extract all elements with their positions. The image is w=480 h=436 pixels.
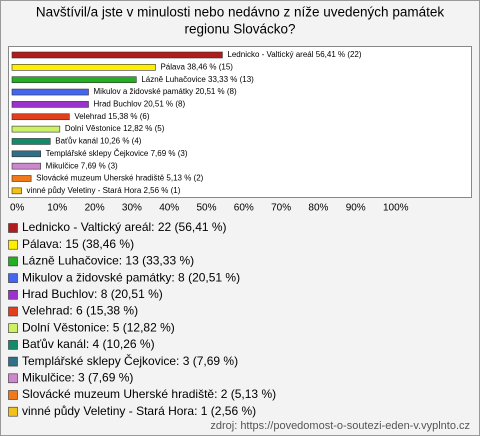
data-label: vinné půdy Veletiny - Stará Hora 2,56 % … (27, 186, 181, 195)
legend-label: Lednicko - Valtický areál: 22 (56,41 %) (22, 220, 227, 234)
bar (11, 138, 51, 145)
legend-swatch (8, 289, 18, 300)
x-tick-label: 10% (47, 203, 67, 214)
data-label: Lázně Luhačovice 33,33 % (13) (141, 75, 254, 84)
legend-label: Baťův kanál: 4 (10,26 %) (22, 337, 155, 351)
x-tick-label: 80% (308, 203, 328, 214)
data-label: Templářské sklepy Čejkovice 7,69 % (3) (46, 149, 188, 158)
legend-label: Mikulčice: 3 (7,69 %) (22, 370, 133, 384)
data-label: Lednicko - Valtický areál 56,41 % (22) (227, 50, 361, 59)
bar (11, 101, 89, 108)
legend-swatch (8, 390, 18, 400)
source: zdroj: https://povedomost-o-soutezi-eden… (210, 420, 470, 432)
data-label: Mikulčice 7,69 % (3) (46, 161, 118, 170)
x-tick-label: 40% (159, 203, 179, 214)
bar (11, 88, 89, 96)
legend-swatch (8, 356, 18, 367)
legend-label: Velehrad: 6 (15,38 %) (22, 304, 138, 318)
x-tick-label: 30% (122, 203, 142, 214)
legend-swatch (8, 373, 18, 384)
legend-label: Lázně Luhačovice: 13 (33,33 %) (22, 254, 194, 268)
legend-label: Slovácké muzeum Uherské hradiště: 2 (5,1… (22, 387, 276, 401)
legend-label: vinné půdy Veletiny - Stará Hora: 1 (2,5… (22, 404, 256, 418)
plot-area (8, 46, 472, 198)
bar (11, 175, 32, 182)
legend-swatch (8, 273, 18, 283)
bar (11, 187, 22, 195)
legend-label: Mikulov a židovské památky: 8 (20,51 %) (22, 270, 240, 284)
legend-label: Dolní Věstonice: 5 (12,82 %) (22, 320, 175, 334)
bar (11, 64, 156, 71)
data-label: Hrad Buchlov 20,51 % (8) (94, 100, 186, 109)
x-tick-label: 50% (197, 203, 217, 214)
chart-title: Navštívil/a jste v minulosti nebo nedávn… (36, 5, 444, 20)
data-label: Velehrad 15,38 % (6) (74, 112, 149, 121)
x-tick-label: 100% (383, 203, 409, 214)
legend-swatch (8, 223, 18, 233)
x-tick-label: 70% (271, 203, 291, 214)
legend-swatch (8, 340, 18, 350)
data-label: Slovácké muzeum Uherské hradiště 5,13 % … (36, 174, 204, 183)
x-tick-label: 60% (234, 203, 254, 214)
bar (11, 113, 70, 121)
legend-label: Pálava: 15 (38,46 %) (22, 237, 134, 251)
legend-swatch (8, 256, 18, 267)
data-label: Baťův kanál 10,26 % (4) (55, 137, 141, 146)
legend-label: Templářské sklepy Čejkovice: 3 (7,69 %) (22, 353, 238, 368)
x-tick-label: 90% (346, 203, 366, 214)
legend-swatch (8, 406, 18, 417)
x-tick-label: 20% (85, 203, 105, 214)
x-tick-label: 0% (10, 203, 25, 214)
bar (11, 51, 223, 59)
bar (11, 76, 137, 83)
legend-swatch (8, 306, 18, 317)
bar (11, 150, 41, 158)
data-label: Dolní Věstonice 12,82 % (5) (65, 124, 165, 133)
data-label: Pálava 38,46 % (15) (160, 62, 233, 71)
chart-title: regionu Slovácko? (184, 22, 295, 37)
bar (11, 162, 41, 170)
legend-label: Hrad Buchlov: 8 (20,51 %) (22, 287, 163, 301)
bar (11, 125, 61, 133)
data-label: Mikulov a židovské památky 20,51 % (8) (94, 87, 238, 96)
legend-swatch (8, 239, 18, 250)
legend-swatch (8, 323, 18, 334)
